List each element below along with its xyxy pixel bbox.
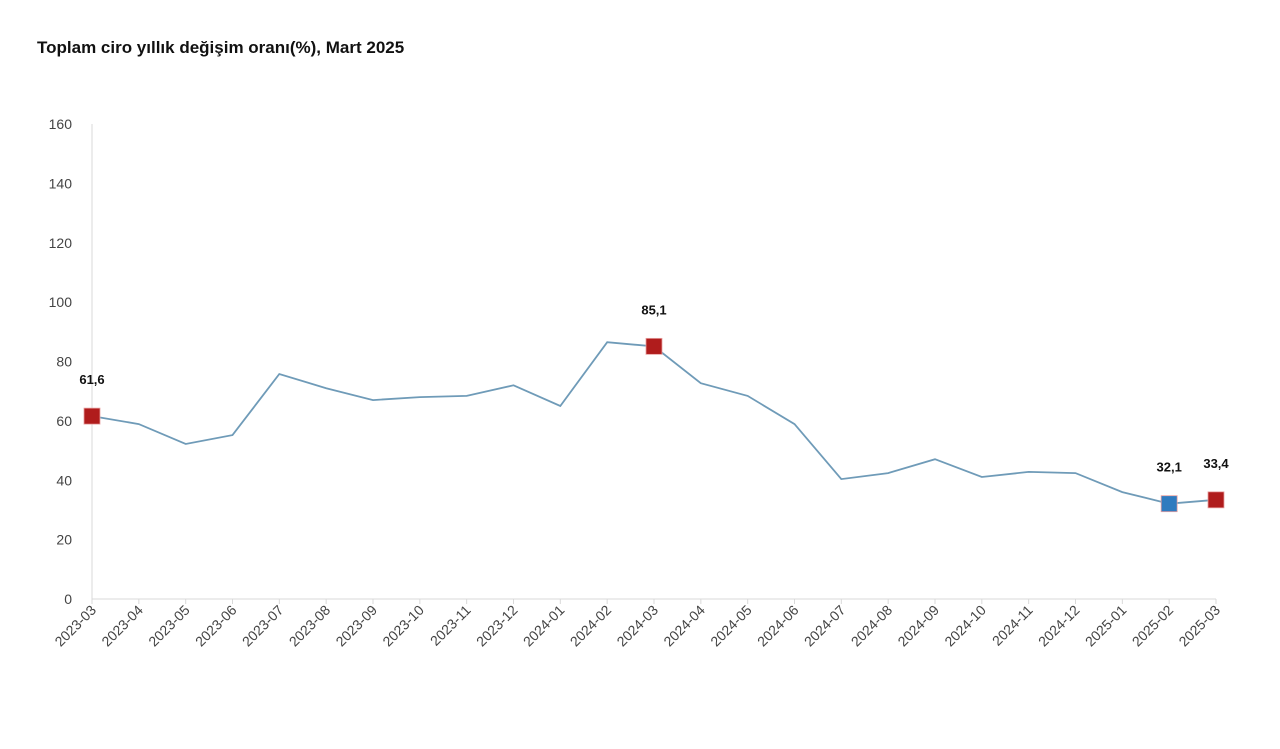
x-tick-label: 2024-11 bbox=[989, 602, 1036, 649]
x-tick-label: 2025-02 bbox=[1129, 602, 1177, 650]
x-tick-label: 2024-05 bbox=[707, 602, 755, 650]
data-line bbox=[91, 341, 1217, 505]
x-tick-label: 2023-05 bbox=[145, 602, 193, 650]
y-tick-label: 60 bbox=[56, 413, 72, 429]
x-tick-label: 2024-01 bbox=[520, 602, 568, 650]
x-tick-label: 2023-09 bbox=[332, 602, 380, 650]
x-tick-label: 2023-08 bbox=[286, 602, 334, 650]
y-tick-label: 40 bbox=[56, 472, 72, 488]
highlight-marker bbox=[1207, 491, 1225, 509]
x-tick-label: 2024-03 bbox=[613, 602, 661, 650]
x-tick-label: 2024-07 bbox=[801, 602, 849, 650]
x-tick-label: 2023-06 bbox=[192, 602, 240, 650]
y-tick-label: 20 bbox=[56, 532, 72, 548]
x-tick-label: 2023-07 bbox=[239, 602, 287, 650]
x-tick-label: 2023-11 bbox=[427, 602, 474, 649]
y-tick-label: 0 bbox=[64, 591, 72, 607]
x-tick-label: 2024-12 bbox=[1035, 602, 1083, 650]
x-tick-label: 2025-03 bbox=[1175, 602, 1223, 650]
x-tick-label: 2024-02 bbox=[567, 602, 615, 650]
y-tick-label: 140 bbox=[49, 175, 73, 191]
y-tick-label: 80 bbox=[56, 354, 72, 370]
data-label: 33,4 bbox=[1203, 456, 1229, 471]
x-tick-label: 2023-12 bbox=[473, 602, 521, 650]
chart-title: Toplam ciro yıllık değişim oranı(%), Mar… bbox=[37, 38, 405, 57]
x-tick-label: 2024-06 bbox=[754, 602, 802, 650]
x-tick-label: 2024-09 bbox=[894, 602, 942, 650]
data-label: 85,1 bbox=[641, 302, 666, 317]
x-tick-label: 2023-04 bbox=[98, 602, 146, 650]
x-tick-label: 2024-10 bbox=[941, 602, 989, 650]
data-label: 32,1 bbox=[1157, 460, 1182, 475]
highlight-marker bbox=[645, 337, 663, 355]
x-tick-label: 2023-10 bbox=[379, 602, 427, 650]
y-tick-label: 160 bbox=[49, 116, 73, 132]
y-tick-label: 120 bbox=[49, 235, 73, 251]
x-tick-label: 2024-08 bbox=[848, 602, 896, 650]
highlight-marker bbox=[1160, 495, 1178, 513]
x-tick-label: 2024-04 bbox=[660, 602, 708, 650]
highlight-marker bbox=[83, 407, 101, 425]
data-label: 61,6 bbox=[79, 372, 104, 387]
y-tick-label: 100 bbox=[49, 294, 73, 310]
x-tick-label: 2023-03 bbox=[51, 602, 99, 650]
x-tick-label: 2025-01 bbox=[1082, 602, 1130, 650]
